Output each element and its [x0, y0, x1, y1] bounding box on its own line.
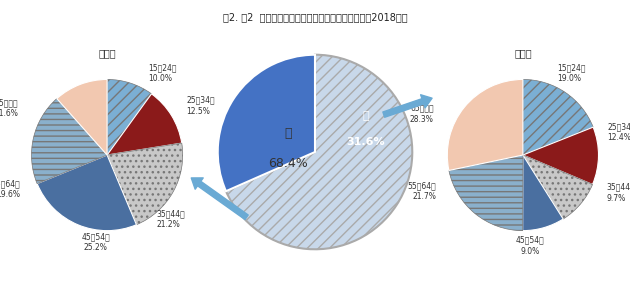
Text: 65歳以上
28.3%: 65歳以上 28.3%	[410, 103, 433, 123]
Text: 35〜44歳
9.7%: 35〜44歳 9.7%	[606, 183, 630, 203]
Wedge shape	[523, 155, 563, 231]
Text: 65歳以上
11.6%: 65歳以上 11.6%	[0, 98, 18, 118]
Wedge shape	[523, 127, 598, 185]
Text: 図2. 表2  年齢階級別非正規の職員・従業員の内訳（2018年）: 図2. 表2 年齢階級別非正規の職員・従業員の内訳（2018年）	[222, 12, 408, 22]
Text: 15〜24歳
19.0%: 15〜24歳 19.0%	[557, 63, 585, 83]
Text: 男: 男	[362, 111, 369, 121]
Wedge shape	[449, 155, 523, 231]
Wedge shape	[523, 155, 593, 219]
Text: 15〜24歳
10.0%: 15〜24歳 10.0%	[149, 63, 177, 83]
Wedge shape	[107, 94, 181, 155]
Wedge shape	[37, 155, 137, 231]
Text: 55〜64歳
21.7%: 55〜64歳 21.7%	[407, 181, 436, 201]
Text: 25〜34歳
12.4%: 25〜34歳 12.4%	[607, 122, 630, 142]
Wedge shape	[447, 79, 523, 171]
Text: 35〜44歳
21.2%: 35〜44歳 21.2%	[156, 209, 185, 229]
Text: 68.4%: 68.4%	[268, 157, 307, 170]
Text: 45〜54歳
25.2%: 45〜54歳 25.2%	[81, 232, 110, 252]
Wedge shape	[107, 143, 183, 225]
Text: 45〜54歳
9.0%: 45〜54歳 9.0%	[516, 236, 545, 256]
Wedge shape	[32, 98, 107, 184]
Title: －男－: －男－	[514, 48, 532, 58]
Wedge shape	[57, 79, 107, 155]
Text: 25〜34歳
12.5%: 25〜34歳 12.5%	[186, 96, 215, 116]
Wedge shape	[226, 55, 412, 249]
Wedge shape	[107, 79, 151, 155]
Text: 女: 女	[284, 127, 292, 140]
Title: －女－: －女－	[98, 48, 116, 58]
Text: 55〜64歳
19.6%: 55〜64歳 19.6%	[0, 179, 20, 199]
Wedge shape	[523, 79, 593, 155]
Text: 31.6%: 31.6%	[346, 137, 385, 147]
Wedge shape	[218, 55, 315, 191]
